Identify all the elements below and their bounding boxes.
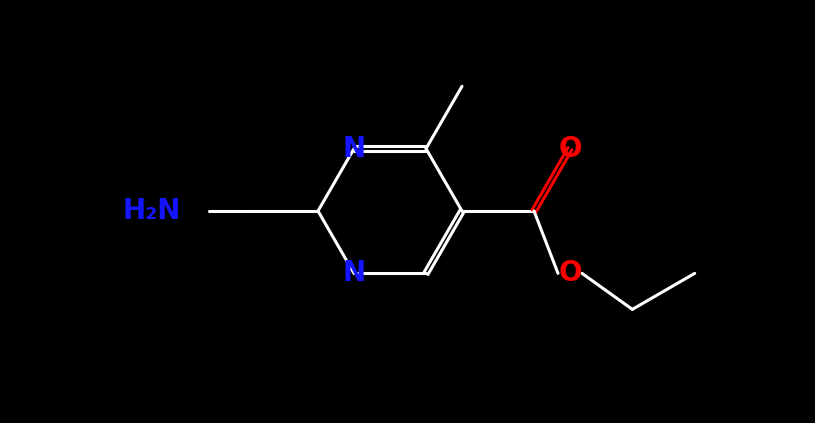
Text: O: O	[558, 135, 582, 163]
Text: N: N	[342, 259, 366, 287]
Text: O: O	[558, 259, 582, 287]
Text: N: N	[342, 135, 366, 163]
Text: H₂N: H₂N	[123, 197, 181, 225]
